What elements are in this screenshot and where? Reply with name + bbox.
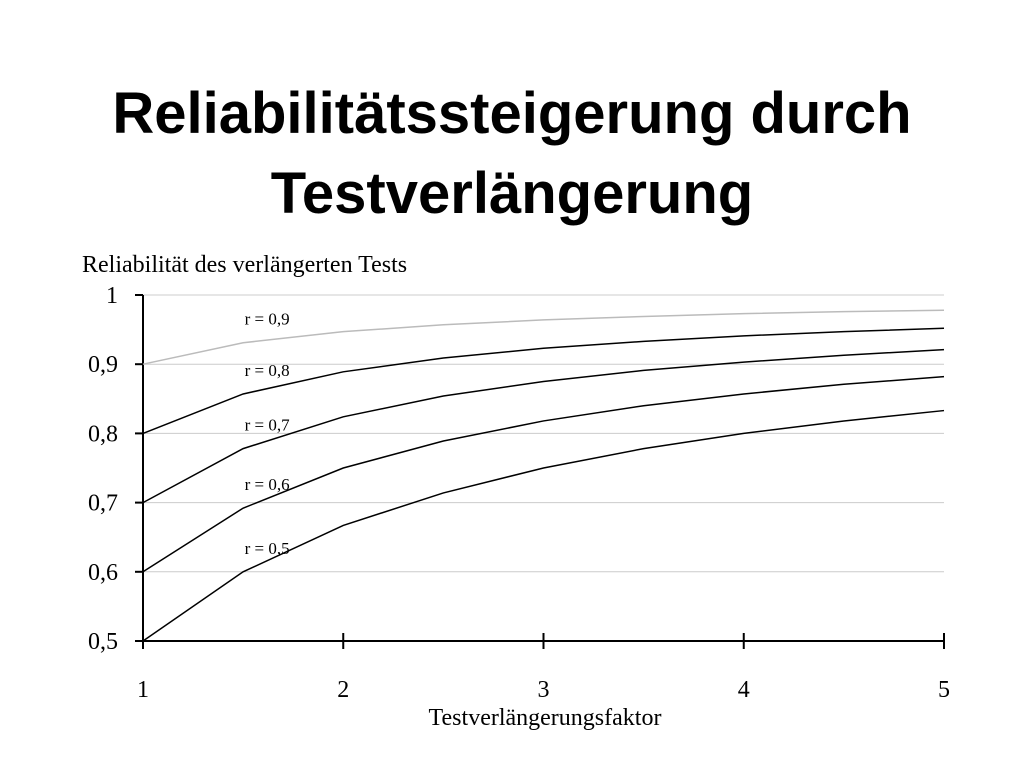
line — [142, 375, 945, 573]
y-tick-label: 0,9 — [88, 352, 118, 378]
y-tick-label: 0,7 — [88, 491, 118, 517]
x-tick-label: 1 — [137, 677, 149, 703]
x-tick-label: 2 — [337, 677, 349, 703]
series-label: r = 0,5 — [245, 539, 290, 558]
x-tick-label: 5 — [938, 677, 950, 703]
chart-title: Testverlängerung — [271, 161, 753, 226]
series-label: r = 0,6 — [245, 475, 290, 494]
x-axis-label: Testverlängerungsfaktor — [429, 705, 662, 731]
y-tick-label: 1 — [106, 283, 118, 309]
series-label: r = 0,9 — [245, 310, 290, 329]
series-label: r = 0,7 — [245, 416, 290, 435]
y-tick-label: 0,8 — [88, 421, 118, 447]
x-tick-label: 3 — [538, 677, 550, 703]
series-label: r = 0,8 — [245, 361, 290, 380]
x-tick-label: 4 — [738, 677, 750, 703]
line — [142, 409, 945, 642]
y-tick-label: 0,5 — [88, 629, 118, 655]
y-tick-label: 0,6 — [88, 560, 118, 586]
line — [142, 327, 945, 435]
line — [142, 309, 945, 365]
line — [142, 348, 945, 504]
y-axis-label: Reliabilität des verlängerten Tests — [82, 252, 407, 278]
chart-title: Reliabilitätssteigerung durch — [112, 81, 911, 146]
